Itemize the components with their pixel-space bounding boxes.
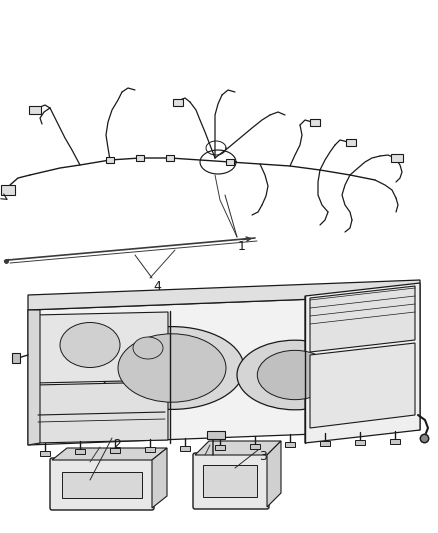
Ellipse shape <box>100 327 244 409</box>
Bar <box>203 465 257 497</box>
Bar <box>62 472 142 498</box>
Bar <box>346 139 356 146</box>
Bar <box>173 99 183 106</box>
Polygon shape <box>267 441 281 507</box>
Bar <box>75 449 85 455</box>
Bar <box>355 440 365 445</box>
Bar <box>226 159 234 165</box>
Polygon shape <box>305 283 420 443</box>
Bar <box>215 445 225 450</box>
Polygon shape <box>35 312 168 383</box>
Ellipse shape <box>60 322 120 367</box>
Polygon shape <box>310 286 415 352</box>
FancyBboxPatch shape <box>50 458 154 510</box>
Bar <box>320 441 330 446</box>
Bar <box>207 431 225 439</box>
Bar <box>1 185 15 195</box>
Bar <box>40 451 50 456</box>
Bar <box>106 157 114 163</box>
Polygon shape <box>195 441 281 455</box>
Text: 3: 3 <box>259 450 267 463</box>
Ellipse shape <box>237 340 353 410</box>
Bar <box>310 118 320 125</box>
Polygon shape <box>28 280 420 310</box>
Bar <box>391 154 403 162</box>
Bar <box>250 443 260 449</box>
Text: 4: 4 <box>153 280 161 293</box>
Ellipse shape <box>257 350 333 400</box>
Bar <box>285 442 295 447</box>
Bar <box>110 448 120 453</box>
Polygon shape <box>310 343 415 428</box>
Bar <box>180 446 190 451</box>
Polygon shape <box>35 382 168 443</box>
Polygon shape <box>28 310 40 445</box>
Bar <box>12 353 20 363</box>
Ellipse shape <box>133 337 163 359</box>
FancyBboxPatch shape <box>193 453 269 509</box>
Text: 1: 1 <box>238 240 246 253</box>
Polygon shape <box>28 295 420 445</box>
Bar <box>390 439 400 444</box>
Text: 2: 2 <box>113 438 121 451</box>
Bar <box>145 447 155 452</box>
Polygon shape <box>152 448 167 508</box>
Bar <box>136 155 144 161</box>
Bar <box>166 155 174 161</box>
Polygon shape <box>52 448 167 460</box>
Bar <box>29 106 41 114</box>
Ellipse shape <box>118 334 226 402</box>
